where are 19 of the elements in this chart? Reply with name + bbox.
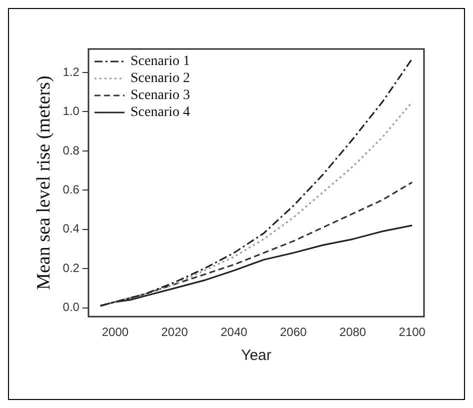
y-tick-label: 0.6 (62, 182, 80, 196)
x-tick-label: 2000 (102, 325, 129, 340)
y-tick-label: 0.8 (62, 143, 80, 158)
legend-label: Scenario 4 (130, 105, 190, 120)
x-tick-label: 2100 (398, 325, 426, 340)
y-tick-label: 0.2 (62, 260, 80, 275)
x-axis-title: Year (241, 347, 272, 364)
x-tick-label: 2040 (220, 325, 248, 340)
y-tick-label: 1.0 (62, 104, 80, 118)
legend-label: Scenario 2 (130, 71, 190, 86)
y-tick-label: 0.4 (62, 222, 80, 236)
y-axis-title: Mean sea level rise (meters) (33, 76, 54, 290)
y-tick-label: 0.0 (62, 300, 80, 314)
x-tick-label: 2080 (339, 325, 366, 340)
y-tick-label: 1.2 (62, 64, 80, 79)
x-tick-label: 2060 (280, 325, 308, 340)
legend-label: Scenario 1 (130, 54, 190, 70)
x-tick-label: 2020 (161, 325, 188, 340)
legend-label: Scenario 3 (130, 88, 190, 104)
